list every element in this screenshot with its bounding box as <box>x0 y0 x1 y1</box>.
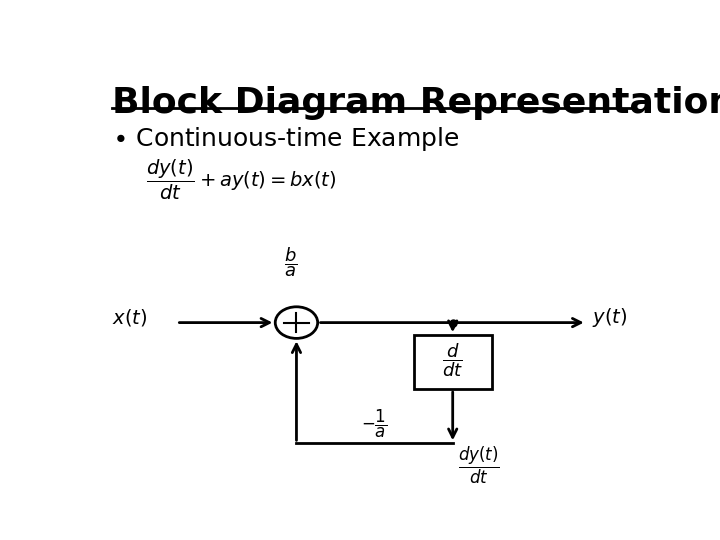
Text: $y(t)$: $y(t)$ <box>593 306 627 329</box>
Text: $x(t)$: $x(t)$ <box>112 307 148 328</box>
Text: $\bullet$ Continuous-time Example: $\bullet$ Continuous-time Example <box>112 125 459 153</box>
Text: $\dfrac{dy(t)}{dt}$: $\dfrac{dy(t)}{dt}$ <box>458 446 500 487</box>
Text: $\dfrac{dy(t)}{dt} + ay(t) = bx(t)$: $\dfrac{dy(t)}{dt} + ay(t) = bx(t)$ <box>145 158 336 202</box>
FancyBboxPatch shape <box>413 335 492 389</box>
Text: $\dfrac{b}{a}$: $\dfrac{b}{a}$ <box>284 245 297 279</box>
Text: $-\dfrac{1}{a}$: $-\dfrac{1}{a}$ <box>361 408 388 440</box>
Text: $\dfrac{d}{dt}$: $\dfrac{d}{dt}$ <box>442 341 463 379</box>
Text: Block Diagram Representation: Block Diagram Representation <box>112 85 720 119</box>
